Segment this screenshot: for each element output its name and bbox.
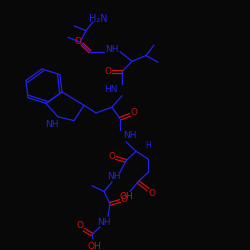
Text: H₂N: H₂N — [89, 14, 107, 24]
Text: NH: NH — [45, 120, 59, 129]
Text: NH: NH — [123, 132, 136, 140]
Text: OH: OH — [87, 242, 101, 250]
Text: HN: HN — [104, 86, 118, 94]
Text: O: O — [104, 67, 112, 76]
Text: O: O — [108, 152, 116, 160]
Text: NH: NH — [107, 172, 121, 181]
Text: OH: OH — [119, 192, 133, 201]
Text: O: O — [74, 37, 82, 46]
Text: NH: NH — [105, 45, 119, 54]
Text: NH: NH — [97, 218, 111, 226]
Text: O: O — [120, 195, 128, 204]
Text: O: O — [130, 108, 138, 118]
Text: H: H — [145, 141, 151, 150]
Text: O: O — [76, 222, 84, 230]
Text: O: O — [148, 189, 156, 198]
